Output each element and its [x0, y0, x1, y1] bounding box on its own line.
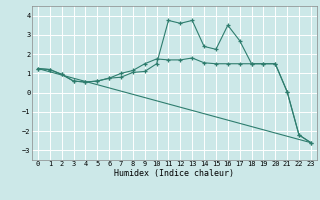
X-axis label: Humidex (Indice chaleur): Humidex (Indice chaleur)	[115, 169, 234, 178]
